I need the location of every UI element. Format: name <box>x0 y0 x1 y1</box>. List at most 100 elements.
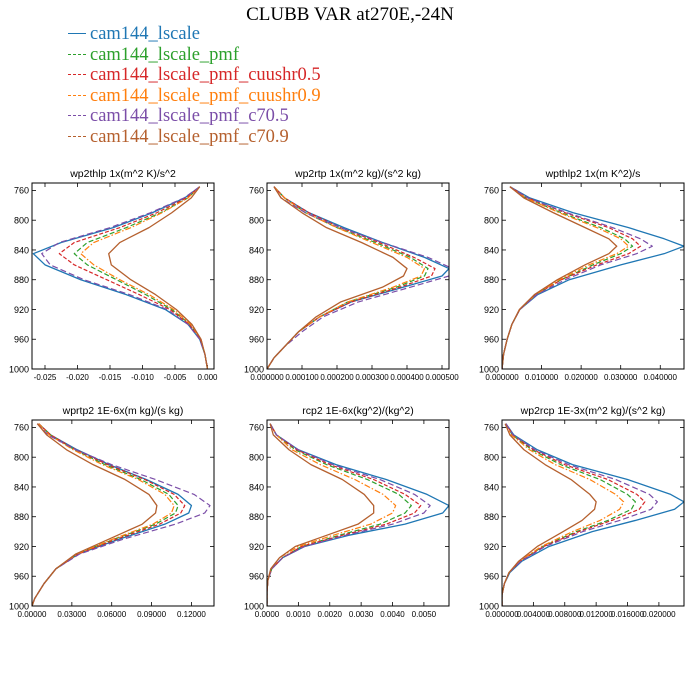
legend-label: cam144_lscale_pmf_c70.5 <box>90 106 289 126</box>
series-line <box>58 186 209 369</box>
x-tick-label: 0.00000 <box>18 610 47 619</box>
panel-title: wp2rtp 1x(m^2 kg)/(s^2 kg) <box>294 168 421 180</box>
x-tick-label: -0.010 <box>131 373 154 382</box>
legend-label: cam144_lscale_pmf_c70.9 <box>90 126 289 147</box>
series-line <box>502 186 618 369</box>
x-tick-label: 0.008000 <box>548 610 582 619</box>
x-tick-label: 0.000300 <box>355 373 389 382</box>
y-tick-label: 800 <box>14 453 29 463</box>
plot-frame <box>501 419 685 607</box>
legend-entry: cam144_lscale_pmf_c70.5 <box>68 106 321 127</box>
y-tick-label: 920 <box>484 305 499 315</box>
x-tick-label: 0.000000 <box>485 610 519 619</box>
plot-frame <box>266 419 450 607</box>
legend-label: cam144_lscale_pmf_cuushr0.5 <box>90 65 321 85</box>
y-tick-label: 880 <box>484 512 499 522</box>
series-line <box>267 423 375 606</box>
series-line <box>502 423 636 606</box>
series-line <box>267 186 408 369</box>
series-line <box>502 423 684 606</box>
y-tick-label: 960 <box>14 572 29 582</box>
x-tick-label: 0.0030 <box>349 610 374 619</box>
legend-label: cam144_lscale <box>90 24 200 44</box>
x-tick-label: 0.03000 <box>57 610 86 619</box>
y-tick-label: 1000 <box>9 364 29 374</box>
series-line <box>502 423 646 606</box>
chart-panel: wpthlp2 1x(m K^2)/s 760 800 840 880 920 960 100… <box>479 168 685 382</box>
y-tick-label: 840 <box>484 482 499 492</box>
chart-panel: wprtp2 1E-6x(m kg)/(s kg) 760 800 840 880 920… <box>9 405 215 619</box>
x-tick-label: 0.12000 <box>177 610 206 619</box>
plot-frame <box>31 419 215 607</box>
x-tick-label: -0.025 <box>34 373 57 382</box>
y-tick-label: 960 <box>249 572 264 582</box>
y-tick-label: 920 <box>249 305 264 315</box>
x-tick-label: 0.09000 <box>137 610 166 619</box>
chart-panel: wp2rcp 1E-3x(m^2 kg)/(s^2 kg) 760 800 840 88… <box>479 405 685 619</box>
y-tick-label: 1000 <box>244 601 264 611</box>
x-tick-label: -0.020 <box>66 373 89 382</box>
panel-title: wprtp2 1E-6x(m kg)/(s kg) <box>62 405 184 417</box>
y-tick-label: 840 <box>484 245 499 255</box>
y-tick-label: 960 <box>484 572 499 582</box>
x-tick-label: 0.000400 <box>390 373 424 382</box>
y-tick-label: 920 <box>484 542 499 552</box>
x-tick-label: 0.0020 <box>318 610 343 619</box>
x-tick-label: 0.010000 <box>525 373 559 382</box>
x-tick-label: 0.012000 <box>579 610 613 619</box>
series-line <box>32 186 209 369</box>
chart-panel: rcp2 1E-6x(kg^2)/(kg^2) 760 800 840 880 920 96… <box>244 405 450 619</box>
y-tick-label: 880 <box>14 275 29 285</box>
series-line <box>502 186 684 369</box>
y-tick-label: 960 <box>14 335 29 345</box>
panel-title: rcp2 1E-6x(kg^2)/(kg^2) <box>302 405 413 417</box>
legend-entry: cam144_lscale <box>68 24 321 45</box>
x-tick-label: 0.004000 <box>517 610 551 619</box>
y-tick-label: 960 <box>484 335 499 345</box>
figure-title: CLUBB VAR at270E,-24N <box>246 4 454 25</box>
x-tick-label: 0.020000 <box>564 373 598 382</box>
x-tick-label: 0.020000 <box>642 610 676 619</box>
legend-entry: cam144_lscale_pmf_c70.9 <box>68 127 321 148</box>
panel-title: wp2thlp 1x(m^2 K)/s^2 <box>69 168 176 180</box>
y-tick-label: 800 <box>249 216 264 226</box>
legend-entry: cam144_lscale_pmf_cuushr0.5 <box>68 65 321 86</box>
chart-panel: wp2thlp 1x(m^2 K)/s^2 760 800 840 880 920 960 1… <box>9 168 218 382</box>
chart-panel: wp2rtp 1x(m^2 kg)/(s^2 kg) 760 800 840 880 92… <box>244 168 459 382</box>
y-tick-label: 1000 <box>244 364 264 374</box>
x-tick-label: 0.000000 <box>250 373 284 382</box>
x-tick-label: -0.015 <box>99 373 122 382</box>
legend-line-swatch <box>68 33 86 35</box>
y-tick-label: 840 <box>249 245 264 255</box>
panel-title: wp2rcp 1E-3x(m^2 kg)/(s^2 kg) <box>520 405 666 417</box>
x-tick-label: 0.000000 <box>485 373 519 382</box>
legend-label: cam144_lscale_pmf_cuushr0.9 <box>90 85 321 106</box>
x-tick-label: 0.016000 <box>611 610 645 619</box>
x-tick-label: 0.0050 <box>412 610 437 619</box>
y-tick-label: 760 <box>484 186 499 196</box>
y-tick-label: 760 <box>14 186 29 196</box>
series-line <box>32 423 158 606</box>
x-tick-label: 0.0000 <box>255 610 280 619</box>
y-tick-label: 840 <box>249 482 264 492</box>
plot-frame <box>266 182 450 370</box>
y-tick-label: 1000 <box>479 364 499 374</box>
plot-frame <box>31 182 215 370</box>
y-tick-label: 800 <box>14 216 29 226</box>
series-line <box>80 186 209 369</box>
series-line <box>41 186 209 369</box>
series-line <box>267 423 397 606</box>
y-tick-label: 760 <box>14 423 29 433</box>
x-tick-label: 0.000100 <box>285 373 319 382</box>
series-line <box>32 423 193 606</box>
y-tick-label: 760 <box>249 186 264 196</box>
series-line <box>267 186 449 369</box>
y-tick-label: 1000 <box>479 601 499 611</box>
series-line <box>108 186 209 369</box>
legend-entry: cam144_lscale_pmf_cuushr0.9 <box>68 86 321 107</box>
y-tick-label: 960 <box>249 335 264 345</box>
y-tick-label: 760 <box>249 423 264 433</box>
y-tick-label: 880 <box>249 512 264 522</box>
series-line <box>267 423 412 606</box>
series-line <box>502 186 653 369</box>
